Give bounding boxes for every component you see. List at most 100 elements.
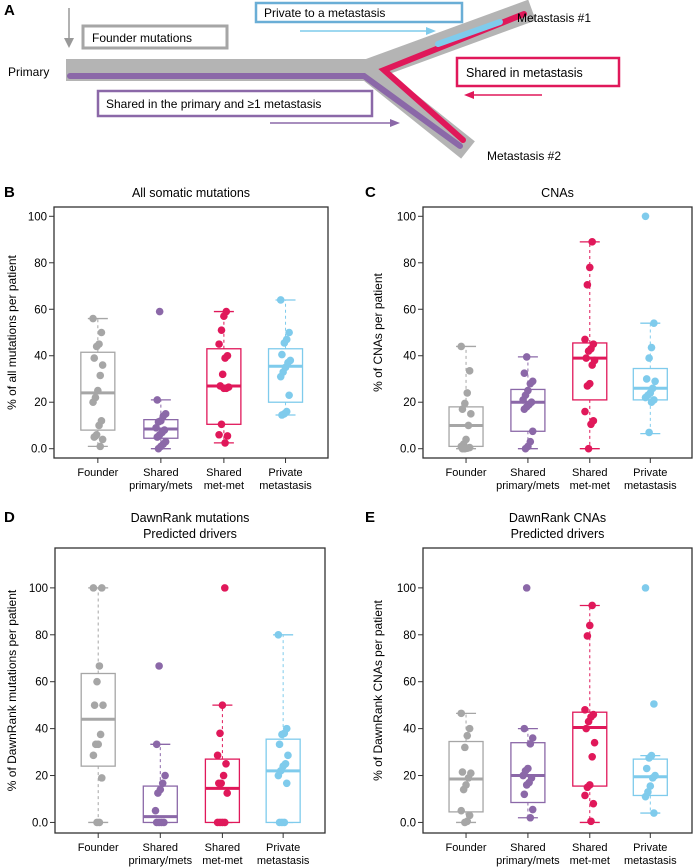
data-point — [644, 391, 652, 400]
data-point — [90, 433, 99, 441]
label-shared-met: Shared in metastasis — [466, 66, 583, 80]
x-tick-label: Founder — [446, 467, 487, 479]
label-metastasis-2: Metastasis #2 — [487, 149, 561, 163]
data-point — [276, 296, 285, 304]
data-point — [527, 774, 536, 782]
data-point — [220, 384, 228, 393]
private-line — [435, 19, 503, 47]
y-axis-label: % of all mutations per patient — [5, 254, 19, 409]
data-point — [528, 734, 537, 742]
data-point — [463, 389, 472, 397]
data-point — [461, 444, 469, 453]
data-point — [92, 342, 101, 351]
data-point — [94, 386, 102, 395]
data-point — [520, 724, 529, 733]
data-point — [97, 328, 106, 337]
data-point — [159, 412, 168, 420]
data-point — [588, 601, 596, 610]
data-point — [520, 790, 529, 799]
data-point — [647, 343, 656, 352]
data-point — [215, 340, 223, 348]
chart-title: All somatic mutations — [132, 186, 250, 200]
data-point — [161, 437, 170, 446]
data-point — [461, 743, 469, 752]
data-point — [641, 584, 650, 592]
data-point — [95, 340, 103, 348]
box — [632, 758, 668, 797]
data-point — [222, 307, 231, 316]
y-tick-label: 20 — [35, 771, 48, 783]
data-point — [647, 751, 656, 760]
data-point — [280, 339, 289, 347]
data-point — [158, 779, 167, 788]
panel-letter: B — [4, 184, 15, 201]
data-point — [98, 774, 106, 782]
data-point — [221, 584, 229, 592]
data-point — [160, 818, 168, 827]
data-point — [285, 391, 293, 400]
data-point — [645, 354, 653, 362]
data-point — [155, 430, 164, 439]
data-point — [282, 724, 291, 733]
data-point — [521, 767, 530, 775]
box — [267, 348, 304, 403]
data-point — [155, 662, 163, 670]
data-point — [522, 781, 531, 789]
data-point — [216, 818, 224, 827]
chart-title: DawnRank CNAs — [509, 511, 606, 525]
data-point — [526, 813, 535, 822]
box — [510, 388, 546, 432]
chart-panel-c: C CNAs 0.0 20 40 60 80 100 % of CNAs per patient… — [365, 184, 693, 492]
data-point — [457, 442, 466, 451]
box — [632, 367, 668, 401]
founder-label-box — [81, 24, 229, 50]
shared-met-arrow-head — [464, 91, 474, 99]
x-tick-label: met-met — [570, 480, 610, 492]
data-point — [91, 393, 100, 402]
y-tick-label: 60 — [403, 677, 416, 689]
data-point — [465, 443, 474, 452]
x-tick-label: primary/mets — [129, 480, 193, 492]
data-point — [590, 738, 599, 747]
data-point — [463, 731, 472, 740]
data-point — [583, 382, 592, 390]
data-point — [220, 312, 228, 321]
plot-frame — [53, 206, 329, 459]
x-tick-label: Private — [266, 842, 300, 854]
data-point — [217, 420, 226, 429]
box-group-founder — [80, 314, 116, 451]
data-point — [217, 326, 226, 334]
data-point — [648, 384, 657, 393]
data-point — [585, 379, 594, 388]
chart-panel-b: B All somatic mutations 0.0 20 40 60 80 100 % of… — [4, 184, 329, 492]
data-point — [642, 375, 651, 383]
data-point — [98, 584, 106, 592]
data-point — [154, 418, 163, 426]
data-point — [156, 785, 165, 794]
data-point — [99, 701, 107, 709]
data-point — [280, 410, 289, 418]
box — [80, 672, 116, 767]
data-point — [644, 788, 652, 796]
data-point — [648, 774, 657, 782]
box-group-shared_pm — [143, 307, 179, 453]
data-point — [90, 701, 99, 709]
x-tick-label: primary/mets — [496, 480, 560, 492]
data-point — [218, 701, 227, 709]
data-point — [161, 771, 169, 780]
data-point — [276, 767, 285, 775]
data-point — [526, 379, 535, 388]
x-tick-label: metastasis — [624, 480, 677, 492]
data-point — [526, 740, 535, 748]
data-point — [282, 335, 291, 344]
data-point — [458, 768, 467, 776]
data-point — [276, 372, 285, 381]
chart-title: DawnRank mutations — [131, 511, 250, 525]
data-point — [224, 383, 233, 391]
box-group-private — [265, 630, 301, 827]
y-tick-label: 40 — [34, 351, 47, 363]
data-point — [222, 760, 230, 768]
data-point — [284, 751, 292, 760]
y-tick-label: 60 — [403, 304, 416, 316]
y-tick-label: 60 — [34, 304, 47, 316]
